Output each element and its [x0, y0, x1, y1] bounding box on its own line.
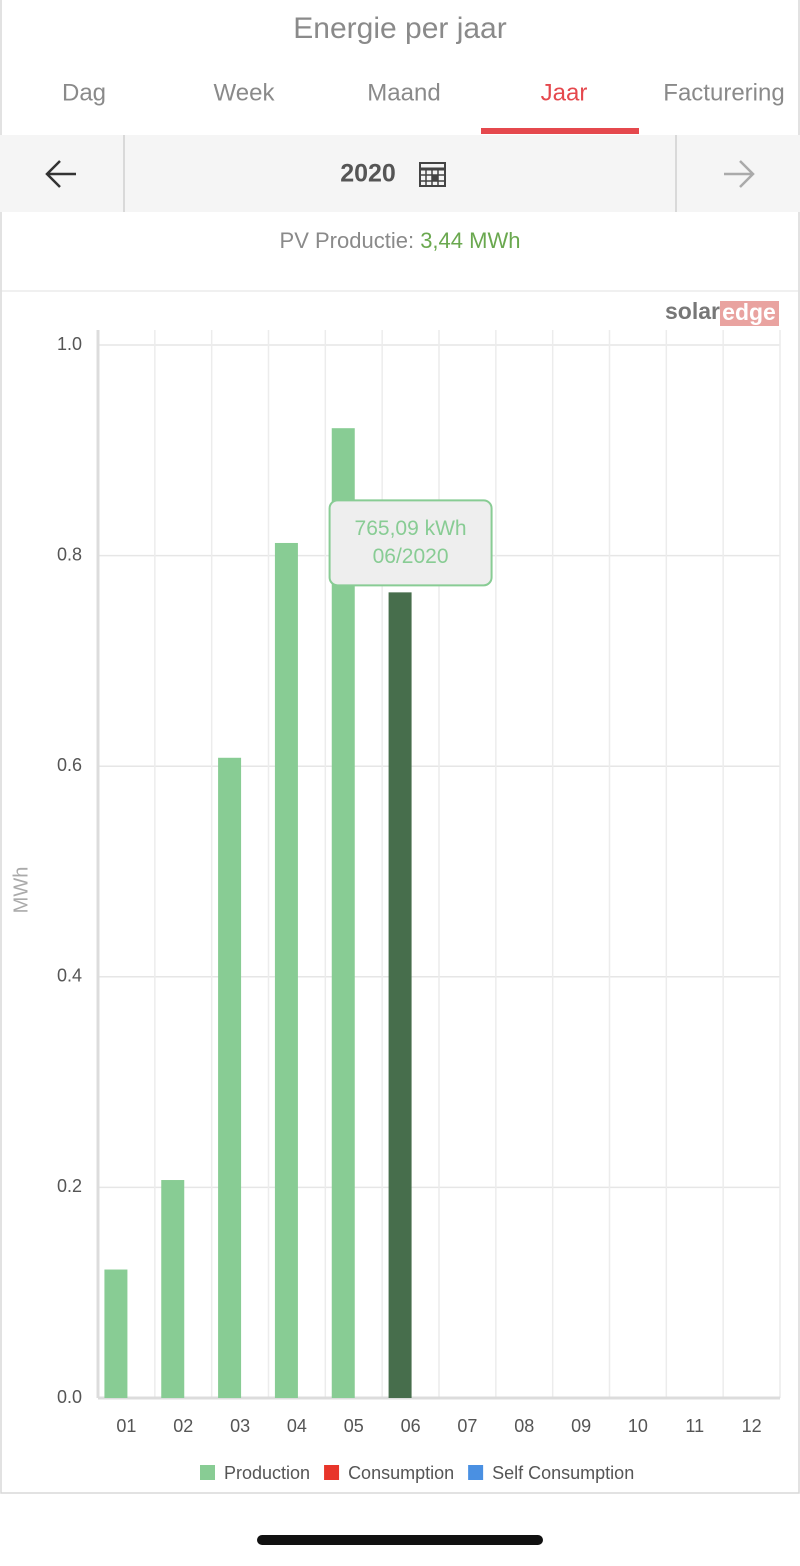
tab[interactable]: Facturering: [663, 79, 784, 106]
x-tick-label: 07: [457, 1416, 477, 1436]
bar: [331, 428, 355, 1398]
y-axis-label: MWh: [10, 867, 32, 914]
logo-text: edge: [722, 299, 776, 325]
bar: [218, 757, 242, 1398]
x-tick-label: 03: [230, 1416, 250, 1436]
legend-label[interactable]: Production: [224, 1463, 310, 1483]
tab[interactable]: Dag: [62, 79, 106, 106]
bar: [161, 1180, 185, 1398]
legend-swatch: [200, 1465, 215, 1480]
tab-bar: Dag Week Maand Jaar Facturering: [62, 79, 785, 134]
x-tick-label: 01: [116, 1416, 136, 1436]
chart: 0.0 0.2 0.4 0.6 0.8 1.0 MWh 01 02 03 04 05 06 07 08 09 1…: [10, 330, 781, 1483]
tab-underline: [481, 128, 639, 134]
tab[interactable]: Jaar: [541, 79, 588, 106]
logo-text: solar: [665, 298, 720, 324]
x-tick-label: 11: [685, 1416, 704, 1436]
tooltip-box: [328, 499, 493, 587]
y-tick-label: 1.0: [57, 334, 82, 354]
x-tick-label: 08: [514, 1416, 534, 1436]
x-tick-label: 09: [571, 1416, 591, 1436]
legend-label[interactable]: Self Consumption: [492, 1463, 634, 1483]
y-tick-label: 0.8: [57, 544, 82, 564]
next-button[interactable]: [724, 160, 755, 188]
tab[interactable]: Maand: [367, 79, 440, 106]
calendar-icon[interactable]: [419, 162, 446, 187]
y-tick-label: 0.6: [57, 755, 82, 775]
legend-swatch: [468, 1465, 484, 1480]
x-tick-label: 12: [742, 1416, 762, 1436]
x-tick-label: 06: [401, 1416, 421, 1436]
frame: [0, 0, 800, 1494]
summary-label: PV Productie:: [280, 228, 421, 253]
summary-value: 3,44 MWh: [420, 228, 520, 253]
x-tick-label: 05: [344, 1416, 364, 1436]
period-label[interactable]: 2020: [340, 160, 396, 188]
nav-bar: [0, 135, 800, 212]
bar: [104, 1269, 128, 1398]
page-title: Energie per jaar: [293, 12, 506, 45]
tooltip-date: 06/2020: [373, 545, 449, 568]
x-tick-label: 10: [628, 1416, 648, 1436]
legend-label[interactable]: Consumption: [348, 1463, 454, 1483]
tab[interactable]: Week: [214, 79, 276, 106]
y-tick-label: 0.2: [57, 1176, 82, 1196]
tooltip-value: 765,09 kWh: [355, 517, 467, 540]
x-tick-label: 02: [173, 1416, 193, 1436]
summary: PV Productie: 3,44 MWh: [280, 228, 521, 253]
y-tick-label: 0.4: [57, 966, 82, 986]
x-tick-label: 04: [287, 1416, 307, 1436]
bar: [388, 592, 412, 1398]
y-tick-label: 0.0: [57, 1387, 82, 1407]
home-indicator: [257, 1535, 543, 1545]
prev-button[interactable]: [45, 160, 76, 188]
logo-box: [720, 301, 779, 326]
bar: [274, 542, 298, 1398]
legend-swatch: [324, 1465, 340, 1480]
